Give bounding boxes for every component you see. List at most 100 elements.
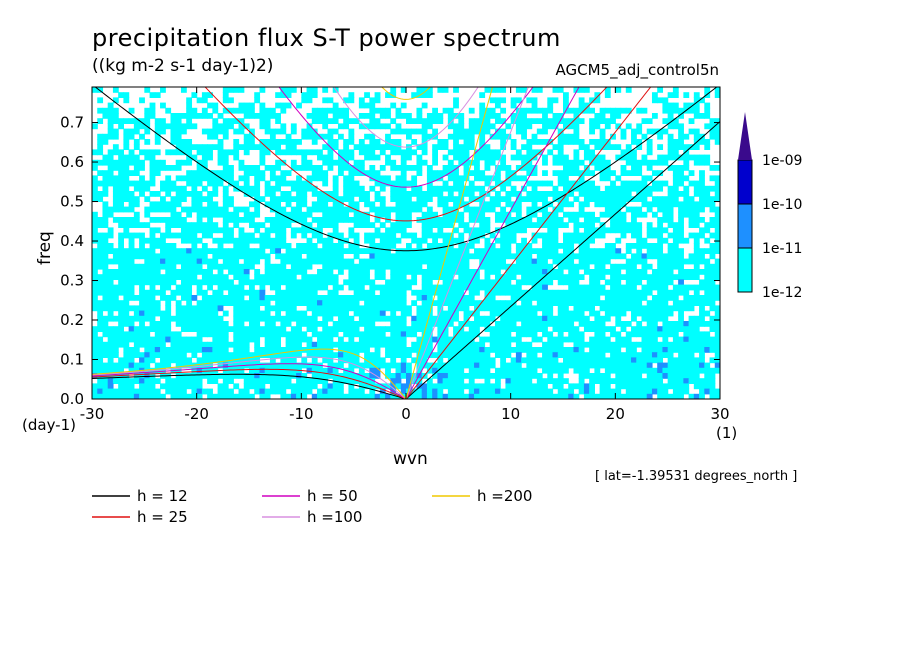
spectral-power-cell: [667, 310, 674, 317]
spectral-power-cell: [238, 107, 245, 114]
spectral-power-cell: [390, 232, 397, 239]
spectral-power-cell: [201, 274, 208, 280]
spectral-power-cell: [641, 378, 648, 384]
spectral-power-cell: [500, 211, 507, 218]
spectral-power-cell: [699, 310, 705, 317]
spectral-power-cell: [510, 222, 517, 228]
spectral-power-cell: [704, 185, 711, 192]
spectral-power-cell: [280, 222, 287, 228]
spectral-power-cell: [306, 175, 313, 182]
spectral-power-cell: [599, 144, 606, 150]
spectral-power-cell: [160, 248, 166, 254]
spectral-power-cell: [254, 185, 261, 192]
spectral-power-cell: [144, 206, 151, 213]
spectral-power-cell: [442, 279, 449, 286]
spectral-power-cell: [521, 357, 527, 364]
spectral-power-cell: [552, 383, 559, 390]
spectral-power-cell: [369, 305, 376, 312]
spectral-power-cell: [228, 284, 234, 291]
spectral-power-cell: [191, 170, 198, 176]
spectral-power-cell: [364, 92, 370, 98]
spectral-power-cell: [233, 336, 240, 343]
spectral-power-cell: [207, 263, 213, 270]
spectral-power-cell: [631, 347, 637, 353]
spectral-power-cell: [112, 107, 119, 114]
spectral-power-cell: [426, 87, 433, 93]
spectral-power-cell: [578, 253, 585, 260]
spectral-power-cell: [494, 133, 501, 140]
spectral-power-cell: [542, 295, 548, 301]
spectral-power-cell: [672, 191, 679, 197]
spectral-power-cell: [500, 289, 507, 296]
spectral-power-cell: [453, 227, 459, 234]
spectral-power-cell: [573, 118, 580, 124]
spectral-power-cell: [154, 118, 161, 124]
spectral-power-cell: [631, 227, 637, 234]
spectral-power-cell: [311, 253, 318, 260]
spectral-power-cell: [243, 326, 250, 332]
spectral-power-cell: [207, 310, 213, 317]
spectral-power-cell: [421, 217, 428, 223]
spectral-power-cell: [364, 211, 370, 218]
spectral-power-cell: [510, 274, 517, 280]
spectral-power-cell: [442, 87, 449, 93]
spectral-power-cell: [149, 279, 156, 286]
spectral-power-cell: [442, 284, 449, 291]
spectral-power-cell: [343, 191, 350, 197]
spectral-power-cell: [542, 196, 548, 202]
spectral-power-cell: [432, 269, 438, 275]
spectral-power-cell: [494, 165, 501, 171]
spectral-power-cell: [657, 352, 664, 358]
spectral-power-cell: [306, 211, 313, 218]
spectral-power-cell: [406, 118, 412, 124]
spectral-power-cell: [704, 201, 711, 208]
spectral-power-cell: [589, 128, 595, 135]
spectral-power-cell: [343, 263, 350, 270]
spectral-power-cell: [547, 352, 554, 358]
spectral-power-cell: [191, 123, 198, 130]
spectral-power-cell: [107, 362, 114, 369]
spectral-power-cell: [646, 289, 653, 296]
spectral-power-cell: [348, 185, 355, 192]
spectral-power-cell: [123, 388, 130, 395]
spectral-power-cell: [636, 378, 643, 384]
spectral-power-cell: [222, 118, 229, 124]
spectral-power-cell: [243, 102, 250, 109]
spectral-power-cell: [332, 102, 339, 109]
spectral-power-cell: [704, 383, 711, 390]
spectral-power-cell: [542, 118, 548, 124]
spectral-power-cell: [228, 237, 234, 244]
spectral-power-cell: [432, 284, 438, 291]
spectral-power-cell: [515, 175, 522, 182]
spectral-power-cell: [505, 253, 512, 260]
spectral-power-cell: [395, 347, 402, 353]
spectral-power-cell: [123, 154, 130, 161]
spectral-power-cell: [479, 118, 486, 124]
spectral-power-cell: [594, 347, 601, 353]
spectral-power-cell: [186, 102, 193, 109]
spectral-power-cell: [390, 357, 397, 364]
spectral-power-cell: [406, 232, 412, 239]
spectral-power-cell: [175, 248, 182, 254]
spectral-power-cell: [578, 87, 585, 93]
spectral-power-cell: [714, 139, 720, 145]
spectral-power-cell: [102, 217, 109, 223]
spectral-power-cell: [515, 258, 522, 265]
spectral-power-cell: [322, 310, 329, 317]
spectral-power-cell: [426, 113, 433, 119]
spectral-power-cell: [374, 295, 381, 301]
spectral-power-cell: [327, 206, 334, 213]
spectral-power-cell: [133, 373, 140, 379]
spectral-power-cell: [217, 295, 224, 301]
spectral-power-cell: [400, 185, 407, 192]
spectral-power-cell: [542, 237, 548, 244]
spectral-power-cell: [620, 154, 627, 161]
spectral-power-cell: [275, 331, 281, 338]
spectral-power-cell: [369, 144, 376, 150]
spectral-power-cell: [636, 300, 643, 306]
spectral-power-cell: [594, 269, 601, 275]
spectral-power-cell: [364, 237, 370, 244]
spectral-power-cell: [285, 331, 292, 338]
spectral-power-cell: [186, 258, 193, 265]
spectral-power-cell: [379, 289, 386, 296]
